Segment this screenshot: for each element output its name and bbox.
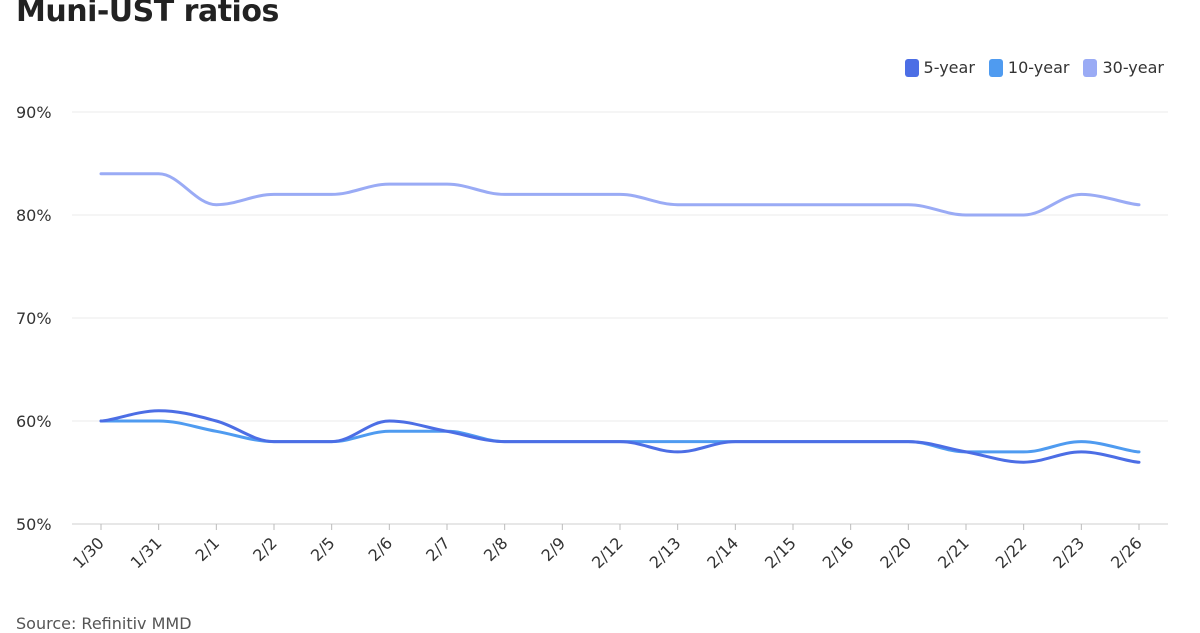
x-tick-label: 2/8 xyxy=(480,533,512,565)
x-tick-label: 2/16 xyxy=(819,533,858,572)
y-tick-label: 80% xyxy=(16,206,52,225)
y-tick-label: 90% xyxy=(16,103,52,122)
series-line-10-year xyxy=(99,419,1141,454)
y-tick-label: 60% xyxy=(16,412,52,431)
chart-title: Muni-UST ratios xyxy=(16,0,279,29)
x-tick-label: 2/15 xyxy=(761,533,800,572)
legend-label-10-year: 10-year xyxy=(1007,58,1070,77)
legend-swatch-5-year xyxy=(904,58,919,77)
x-tick-label: 2/23 xyxy=(1049,533,1088,572)
x-tick-label: 2/7 xyxy=(422,533,454,565)
x-tick-label: 2/9 xyxy=(538,533,570,565)
legend-item-30-year[interactable]: 30-year xyxy=(1083,58,1164,77)
line-chart: 50% 60% 70% 80% 90% 1/30 1/31 2/1 2/2 2/5 2/6 2/7 2/… xyxy=(16,103,1168,572)
y-tick-label: 50% xyxy=(16,515,52,534)
x-tick-label: 1/31 xyxy=(127,533,166,572)
x-tick-label: 1/30 xyxy=(69,533,108,572)
legend-swatch-10-year xyxy=(988,58,1003,77)
legend-item-10-year[interactable]: 10-year xyxy=(988,58,1070,77)
legend: 5-year 10-year 30-year xyxy=(904,58,1164,77)
x-tick-label: 2/1 xyxy=(192,533,224,565)
legend-swatch-30-year xyxy=(1083,58,1098,77)
x-tick-label: 2/26 xyxy=(1107,533,1146,572)
series-line-5-year xyxy=(99,409,1141,464)
x-tick-label: 2/21 xyxy=(934,533,973,572)
x-tick-label: 2/22 xyxy=(992,533,1031,572)
x-tick-label: 2/5 xyxy=(307,533,339,565)
legend-label-5-year: 5-year xyxy=(923,58,975,77)
legend-label-30-year: 30-year xyxy=(1102,58,1164,77)
x-tick-label: 2/2 xyxy=(249,533,281,565)
x-tick-label: 2/6 xyxy=(365,533,397,565)
series-line-30-year xyxy=(99,172,1141,217)
legend-item-5-year[interactable]: 5-year xyxy=(904,58,975,77)
x-tick-label: 2/13 xyxy=(646,533,685,572)
y-tick-label: 70% xyxy=(16,309,52,328)
x-tick-label: 2/12 xyxy=(588,533,627,572)
source-note: Source: Refinitiv MMD xyxy=(16,614,192,633)
x-tick-label: 2/14 xyxy=(703,533,742,572)
x-tick-label: 2/20 xyxy=(876,533,915,572)
